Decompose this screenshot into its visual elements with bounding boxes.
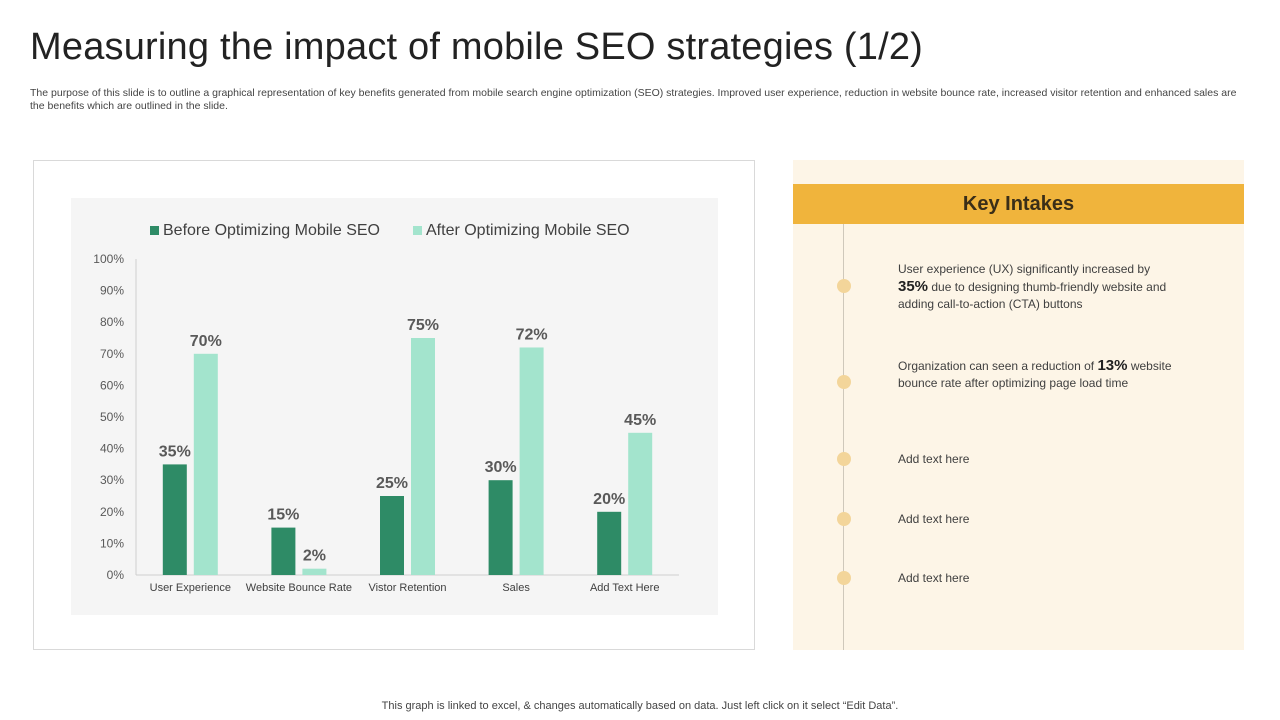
bar-before [488, 480, 513, 575]
data-label: 45% [624, 412, 656, 429]
intake-text-pre: Add text here [898, 452, 970, 466]
intake-text-pre: User experience (UX) significantly incre… [898, 262, 1151, 276]
legend-label: After Optimizing Mobile SEO [426, 222, 630, 239]
data-label: 72% [516, 326, 548, 343]
intake-text-post: website bounce rate after optimizing pag… [898, 359, 1172, 390]
bar-before [597, 511, 622, 575]
timeline-line [843, 224, 844, 650]
y-tick-label: 60% [100, 378, 124, 392]
y-tick-label: 0% [107, 568, 125, 582]
page-title: Measuring the impact of mobile SEO strat… [30, 26, 924, 68]
bar-after [411, 338, 435, 575]
bar-before [162, 464, 187, 575]
intake-item[interactable]: Organization can seen a reduction of 13%… [898, 357, 1183, 392]
y-tick-label: 50% [100, 410, 124, 424]
intake-highlight: 35% [898, 278, 929, 295]
legend-swatch [413, 226, 422, 235]
intake-highlight: 13% [1097, 357, 1128, 374]
data-label: 15% [267, 507, 299, 524]
y-tick-label: 20% [100, 505, 124, 519]
x-tick-label: Add Text Here [590, 582, 660, 594]
key-intakes-header: Key Intakes [793, 184, 1244, 224]
y-tick-label: 100% [93, 252, 124, 266]
chart-container[interactable]: 0% 10% 20% 30% 40% 50% 60% 70% 80% 90% 100% 35% 70% U… [33, 160, 755, 650]
legend-label: Before Optimizing Mobile SEO [163, 222, 380, 239]
bar-after [519, 347, 544, 575]
timeline-dot-icon [837, 279, 851, 293]
intake-text-pre: Add text here [898, 571, 970, 585]
y-tick-label: 90% [100, 284, 124, 298]
data-label: 75% [407, 317, 439, 334]
intake-text-pre: Organization can seen a reduction of [898, 359, 1098, 373]
timeline-dot-icon [837, 512, 851, 526]
y-tick-label: 10% [100, 536, 124, 550]
bar-before [380, 496, 404, 575]
y-tick-label: 30% [100, 473, 124, 487]
bar-before [271, 527, 296, 575]
x-tick-label: Sales [502, 582, 530, 594]
data-label: 30% [485, 459, 517, 476]
data-label: 2% [303, 548, 326, 565]
bar-after [193, 353, 218, 575]
x-tick-label: Vistor Retention [368, 582, 446, 594]
timeline-dot-icon [837, 375, 851, 389]
bar-chart[interactable]: 0% 10% 20% 30% 40% 50% 60% 70% 80% 90% 100% 35% 70% U… [34, 161, 756, 651]
intake-text-pre: Add text here [898, 512, 970, 526]
intake-item[interactable]: Add text here [898, 511, 1183, 528]
y-tick-label: 80% [100, 315, 124, 329]
data-label: 25% [376, 475, 408, 492]
x-tick-label: User Experience [150, 582, 231, 594]
timeline-dot-icon [837, 571, 851, 585]
intake-text-post: due to designing thumb-friendly website … [898, 280, 1167, 311]
legend-swatch [150, 226, 159, 235]
intake-item[interactable]: Add text here [898, 570, 1183, 587]
intake-item[interactable]: Add text here [898, 451, 1183, 468]
y-tick-label: 40% [100, 442, 124, 456]
data-label: 20% [593, 491, 625, 508]
timeline-dot-icon [837, 452, 851, 466]
footer-note: This graph is linked to excel, & changes… [381, 700, 899, 712]
y-tick-label: 70% [100, 347, 124, 361]
key-intakes-panel: Key Intakes User experience (UX) signifi… [793, 160, 1244, 650]
data-label: 70% [190, 333, 222, 350]
bar-after [628, 432, 653, 575]
data-label: 35% [159, 443, 191, 460]
page-subtitle: The purpose of this slide is to outline … [30, 87, 1237, 112]
bar-after [302, 568, 327, 575]
x-tick-label: Website Bounce Rate [246, 582, 352, 594]
intake-item[interactable]: User experience (UX) significantly incre… [898, 261, 1183, 313]
